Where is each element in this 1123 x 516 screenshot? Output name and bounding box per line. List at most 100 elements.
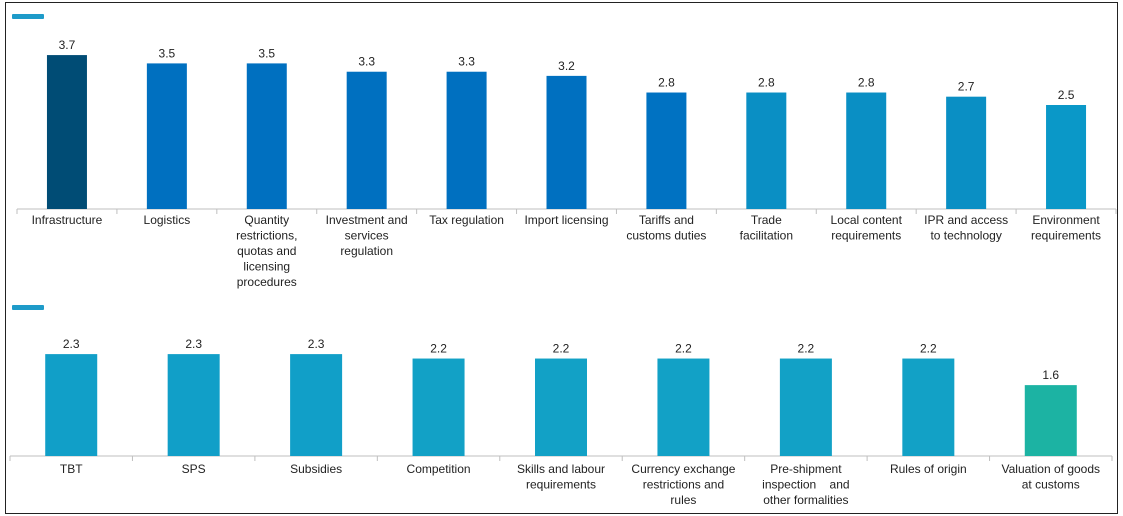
x-tick-label-line: Rules of origin [890, 462, 967, 476]
bar [746, 92, 787, 209]
data-label: 2.5 [1058, 88, 1075, 102]
x-tick-label-line: Tax regulation [429, 213, 504, 227]
x-tick-label: Pre-shipment inspection and other formalit… [762, 462, 849, 507]
x-tick-label-line: licensing [243, 260, 290, 274]
x-tick-label-line: requirements [1031, 229, 1101, 243]
x-tick-label: Infrastructure [32, 213, 103, 227]
bar [535, 358, 587, 456]
data-label: 2.3 [185, 337, 202, 351]
bar [167, 354, 220, 456]
x-tick-label-line: Environment [1032, 213, 1100, 227]
x-tick-label: Skills and labour requirements [517, 462, 605, 492]
x-tick-label: TBT [60, 462, 83, 476]
bar [1046, 105, 1087, 209]
data-label: 2.2 [430, 342, 447, 356]
x-tick-label-line: restrictions, [236, 229, 297, 243]
x-tick-label: IPR and access to technology [924, 213, 1008, 243]
data-label: 3.3 [458, 55, 475, 69]
data-label: 3.5 [258, 46, 275, 60]
data-label: 3.2 [558, 59, 575, 73]
x-tick-label-line: services [345, 229, 389, 243]
data-label: 2.7 [958, 80, 975, 94]
data-label: 2.2 [675, 342, 692, 356]
data-label: 3.7 [59, 38, 76, 52]
x-tick-label-line: regulation [340, 244, 393, 258]
x-tick-label-line: requirements [831, 229, 901, 243]
bar [45, 354, 98, 456]
x-tick-label-line: rules [670, 493, 696, 507]
bar [902, 358, 955, 456]
x-tick-label-line: Import licensing [524, 213, 608, 227]
data-label: 3.5 [159, 46, 176, 60]
x-tick-label-line: inspection and [762, 478, 849, 492]
x-tick-label-line: IPR and access [924, 213, 1008, 227]
data-label: 3.3 [358, 55, 375, 69]
bar [657, 358, 710, 456]
x-tick-label-line: quotas and [237, 244, 296, 258]
bar [946, 96, 987, 209]
x-tick-label-line: Local content [831, 213, 903, 227]
data-label: 2.3 [63, 337, 80, 351]
x-tick-label-line: Trade [751, 213, 782, 227]
bar [246, 63, 287, 210]
x-tick-label: Local content requirements [831, 213, 903, 243]
x-tick-label-line: Quantity [244, 213, 289, 227]
bar [646, 92, 687, 209]
x-tick-label-line: Valuation of goods [1002, 462, 1101, 476]
x-tick-label-line: other formalities [763, 493, 848, 507]
x-tick-label-line: Infrastructure [32, 213, 103, 227]
data-label: 2.2 [553, 342, 570, 356]
x-tick-label-line: Tariffs and [639, 213, 694, 227]
x-tick-label-line: Logistics [144, 213, 191, 227]
data-label: 2.8 [858, 76, 875, 90]
data-label: 1.6 [1042, 368, 1059, 382]
x-tick-label-line: to technology [930, 229, 1001, 243]
x-tick-label-line: Pre-shipment [770, 462, 842, 476]
data-label: 2.3 [308, 337, 325, 351]
bar [546, 75, 587, 209]
x-tick-label-line: at customs [1022, 478, 1080, 492]
x-tick-label: Trade facilitation [740, 213, 793, 243]
x-tick-label: Competition [407, 462, 471, 476]
bar [412, 358, 465, 456]
x-tick-label: Environment requirements [1031, 213, 1101, 243]
bar [346, 71, 387, 209]
x-tick-label-line: Investment and [326, 213, 408, 227]
data-label: 2.2 [798, 342, 815, 356]
x-tick-label: Tariffs and customs duties [626, 213, 706, 243]
x-tick-label-line: SPS [182, 462, 206, 476]
data-label: 2.8 [658, 76, 675, 90]
x-tick-label-line: customs duties [626, 229, 706, 243]
bar [46, 55, 87, 209]
x-tick-label-line: TBT [60, 462, 83, 476]
x-tick-label: Quantity restrictions, quotas and licensing… [236, 213, 297, 289]
x-tick-label-line: Subsidies [290, 462, 342, 476]
bar [779, 358, 832, 456]
x-tick-label: Subsidies [290, 462, 342, 476]
data-label: 2.8 [758, 76, 775, 90]
x-tick-label: Valuation of goods at customs [1002, 462, 1101, 492]
x-tick-label: Currency exchange restrictions and rules [631, 462, 735, 507]
x-tick-label-line: facilitation [740, 229, 793, 243]
data-label: 2.2 [920, 342, 937, 356]
bar [446, 71, 487, 209]
bar [290, 354, 343, 456]
x-tick-label-line: Currency exchange [631, 462, 735, 476]
x-tick-label-line: Skills and labour [517, 462, 605, 476]
legend-swatch-bottom [12, 305, 44, 310]
x-tick-label-line: restrictions and [643, 478, 724, 492]
x-tick-label: Logistics [144, 213, 191, 227]
x-tick-label-line: Competition [407, 462, 471, 476]
x-tick-label: Import licensing [524, 213, 608, 227]
x-tick-label-line: requirements [526, 478, 596, 492]
x-tick-label: SPS [182, 462, 206, 476]
x-tick-label: Tax regulation [429, 213, 504, 227]
x-tick-label: Rules of origin [890, 462, 967, 476]
bar [146, 63, 187, 210]
bar [1024, 385, 1077, 456]
x-tick-label: Investment and services regulation [326, 213, 408, 258]
legend-swatch-top [12, 14, 44, 19]
x-tick-label-line: procedures [237, 275, 297, 289]
bar [846, 92, 887, 209]
